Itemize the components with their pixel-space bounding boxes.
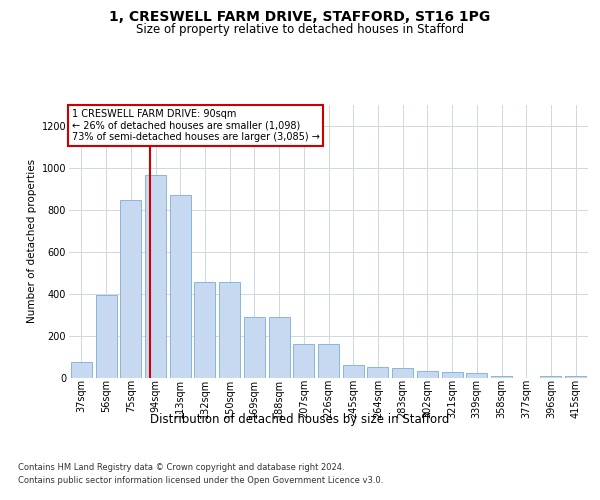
Text: 1, CRESWELL FARM DRIVE, STAFFORD, ST16 1PG: 1, CRESWELL FARM DRIVE, STAFFORD, ST16 1…: [109, 10, 491, 24]
Bar: [442, 372, 463, 378]
Bar: [343, 365, 364, 378]
Bar: [194, 282, 215, 378]
Bar: [269, 316, 290, 378]
Bar: [120, 200, 141, 378]
Bar: [170, 195, 191, 378]
Bar: [293, 344, 314, 378]
Text: Contains HM Land Registry data © Crown copyright and database right 2024.: Contains HM Land Registry data © Crown c…: [18, 462, 344, 471]
Bar: [392, 368, 413, 378]
Bar: [466, 374, 487, 378]
Bar: [565, 376, 586, 378]
Bar: [318, 344, 339, 378]
Text: Contains public sector information licensed under the Open Government Licence v3: Contains public sector information licen…: [18, 476, 383, 485]
Bar: [541, 376, 562, 378]
Bar: [417, 371, 438, 378]
Bar: [244, 316, 265, 378]
Bar: [71, 362, 92, 378]
Bar: [145, 175, 166, 378]
Bar: [219, 282, 240, 378]
Text: 1 CRESWELL FARM DRIVE: 90sqm
← 26% of detached houses are smaller (1,098)
73% of: 1 CRESWELL FARM DRIVE: 90sqm ← 26% of de…: [71, 109, 319, 142]
Text: Size of property relative to detached houses in Stafford: Size of property relative to detached ho…: [136, 22, 464, 36]
Bar: [367, 367, 388, 378]
Y-axis label: Number of detached properties: Number of detached properties: [28, 159, 37, 324]
Text: Distribution of detached houses by size in Stafford: Distribution of detached houses by size …: [151, 412, 449, 426]
Bar: [95, 294, 116, 378]
Bar: [491, 376, 512, 378]
